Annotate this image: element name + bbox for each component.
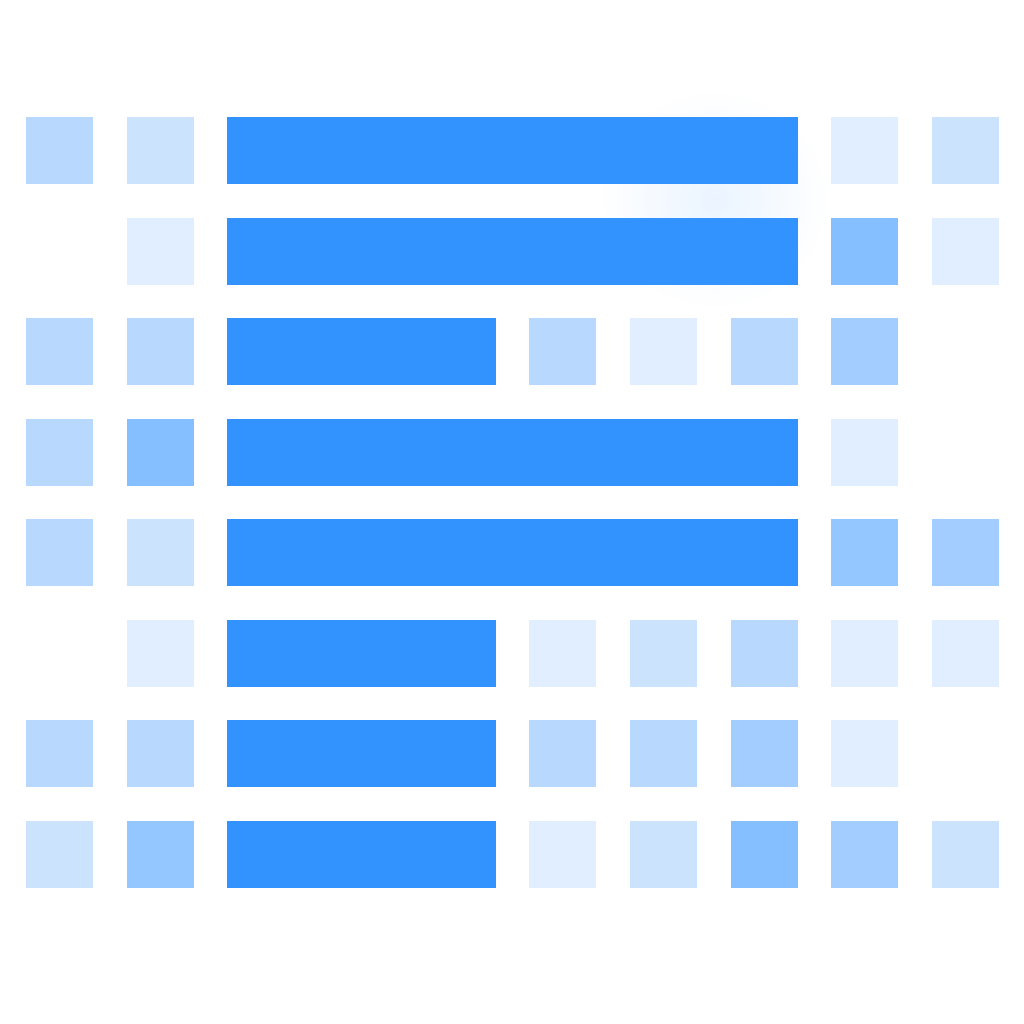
- grid-cell: [26, 419, 93, 486]
- grid-cell: [731, 620, 798, 687]
- bar: [227, 419, 798, 486]
- grid-cell: [127, 620, 194, 687]
- grid-cell: [831, 218, 898, 285]
- grid-cell: [731, 318, 798, 385]
- grid-cell: [831, 620, 898, 687]
- grid-cell: [932, 117, 999, 184]
- grid-cell: [731, 720, 798, 787]
- grid-cell: [831, 419, 898, 486]
- grid-cell: [630, 318, 697, 385]
- grid-cell: [630, 620, 697, 687]
- grid-cell: [529, 318, 596, 385]
- bar: [227, 821, 496, 888]
- grid-cell: [831, 519, 898, 586]
- grid-cell: [831, 117, 898, 184]
- grid-cell: [831, 318, 898, 385]
- grid-cell: [932, 821, 999, 888]
- grid-cell: [26, 821, 93, 888]
- bar: [227, 117, 798, 184]
- grid-cell: [127, 720, 194, 787]
- grid-cell: [932, 620, 999, 687]
- grid-cell: [127, 519, 194, 586]
- grid-cell: [831, 821, 898, 888]
- grid-cell: [26, 318, 93, 385]
- grid-cell: [630, 720, 697, 787]
- grid-cell: [26, 117, 93, 184]
- grid-cell: [630, 821, 697, 888]
- grid-cell: [529, 620, 596, 687]
- grid-cell: [127, 821, 194, 888]
- grid-cell: [932, 519, 999, 586]
- bar: [227, 519, 798, 586]
- grid-cell: [529, 720, 596, 787]
- grid-cell: [731, 821, 798, 888]
- grid-cell: [831, 720, 898, 787]
- bar: [227, 318, 496, 385]
- grid-cell: [127, 318, 194, 385]
- grid-cell: [127, 117, 194, 184]
- bar: [227, 218, 798, 285]
- bar: [227, 720, 496, 787]
- grid-cell: [26, 519, 93, 586]
- bar: [227, 620, 496, 687]
- grid-cell: [127, 218, 194, 285]
- grid-cell: [26, 720, 93, 787]
- grid-cell: [127, 419, 194, 486]
- grid-cell: [529, 821, 596, 888]
- grid-cell: [932, 218, 999, 285]
